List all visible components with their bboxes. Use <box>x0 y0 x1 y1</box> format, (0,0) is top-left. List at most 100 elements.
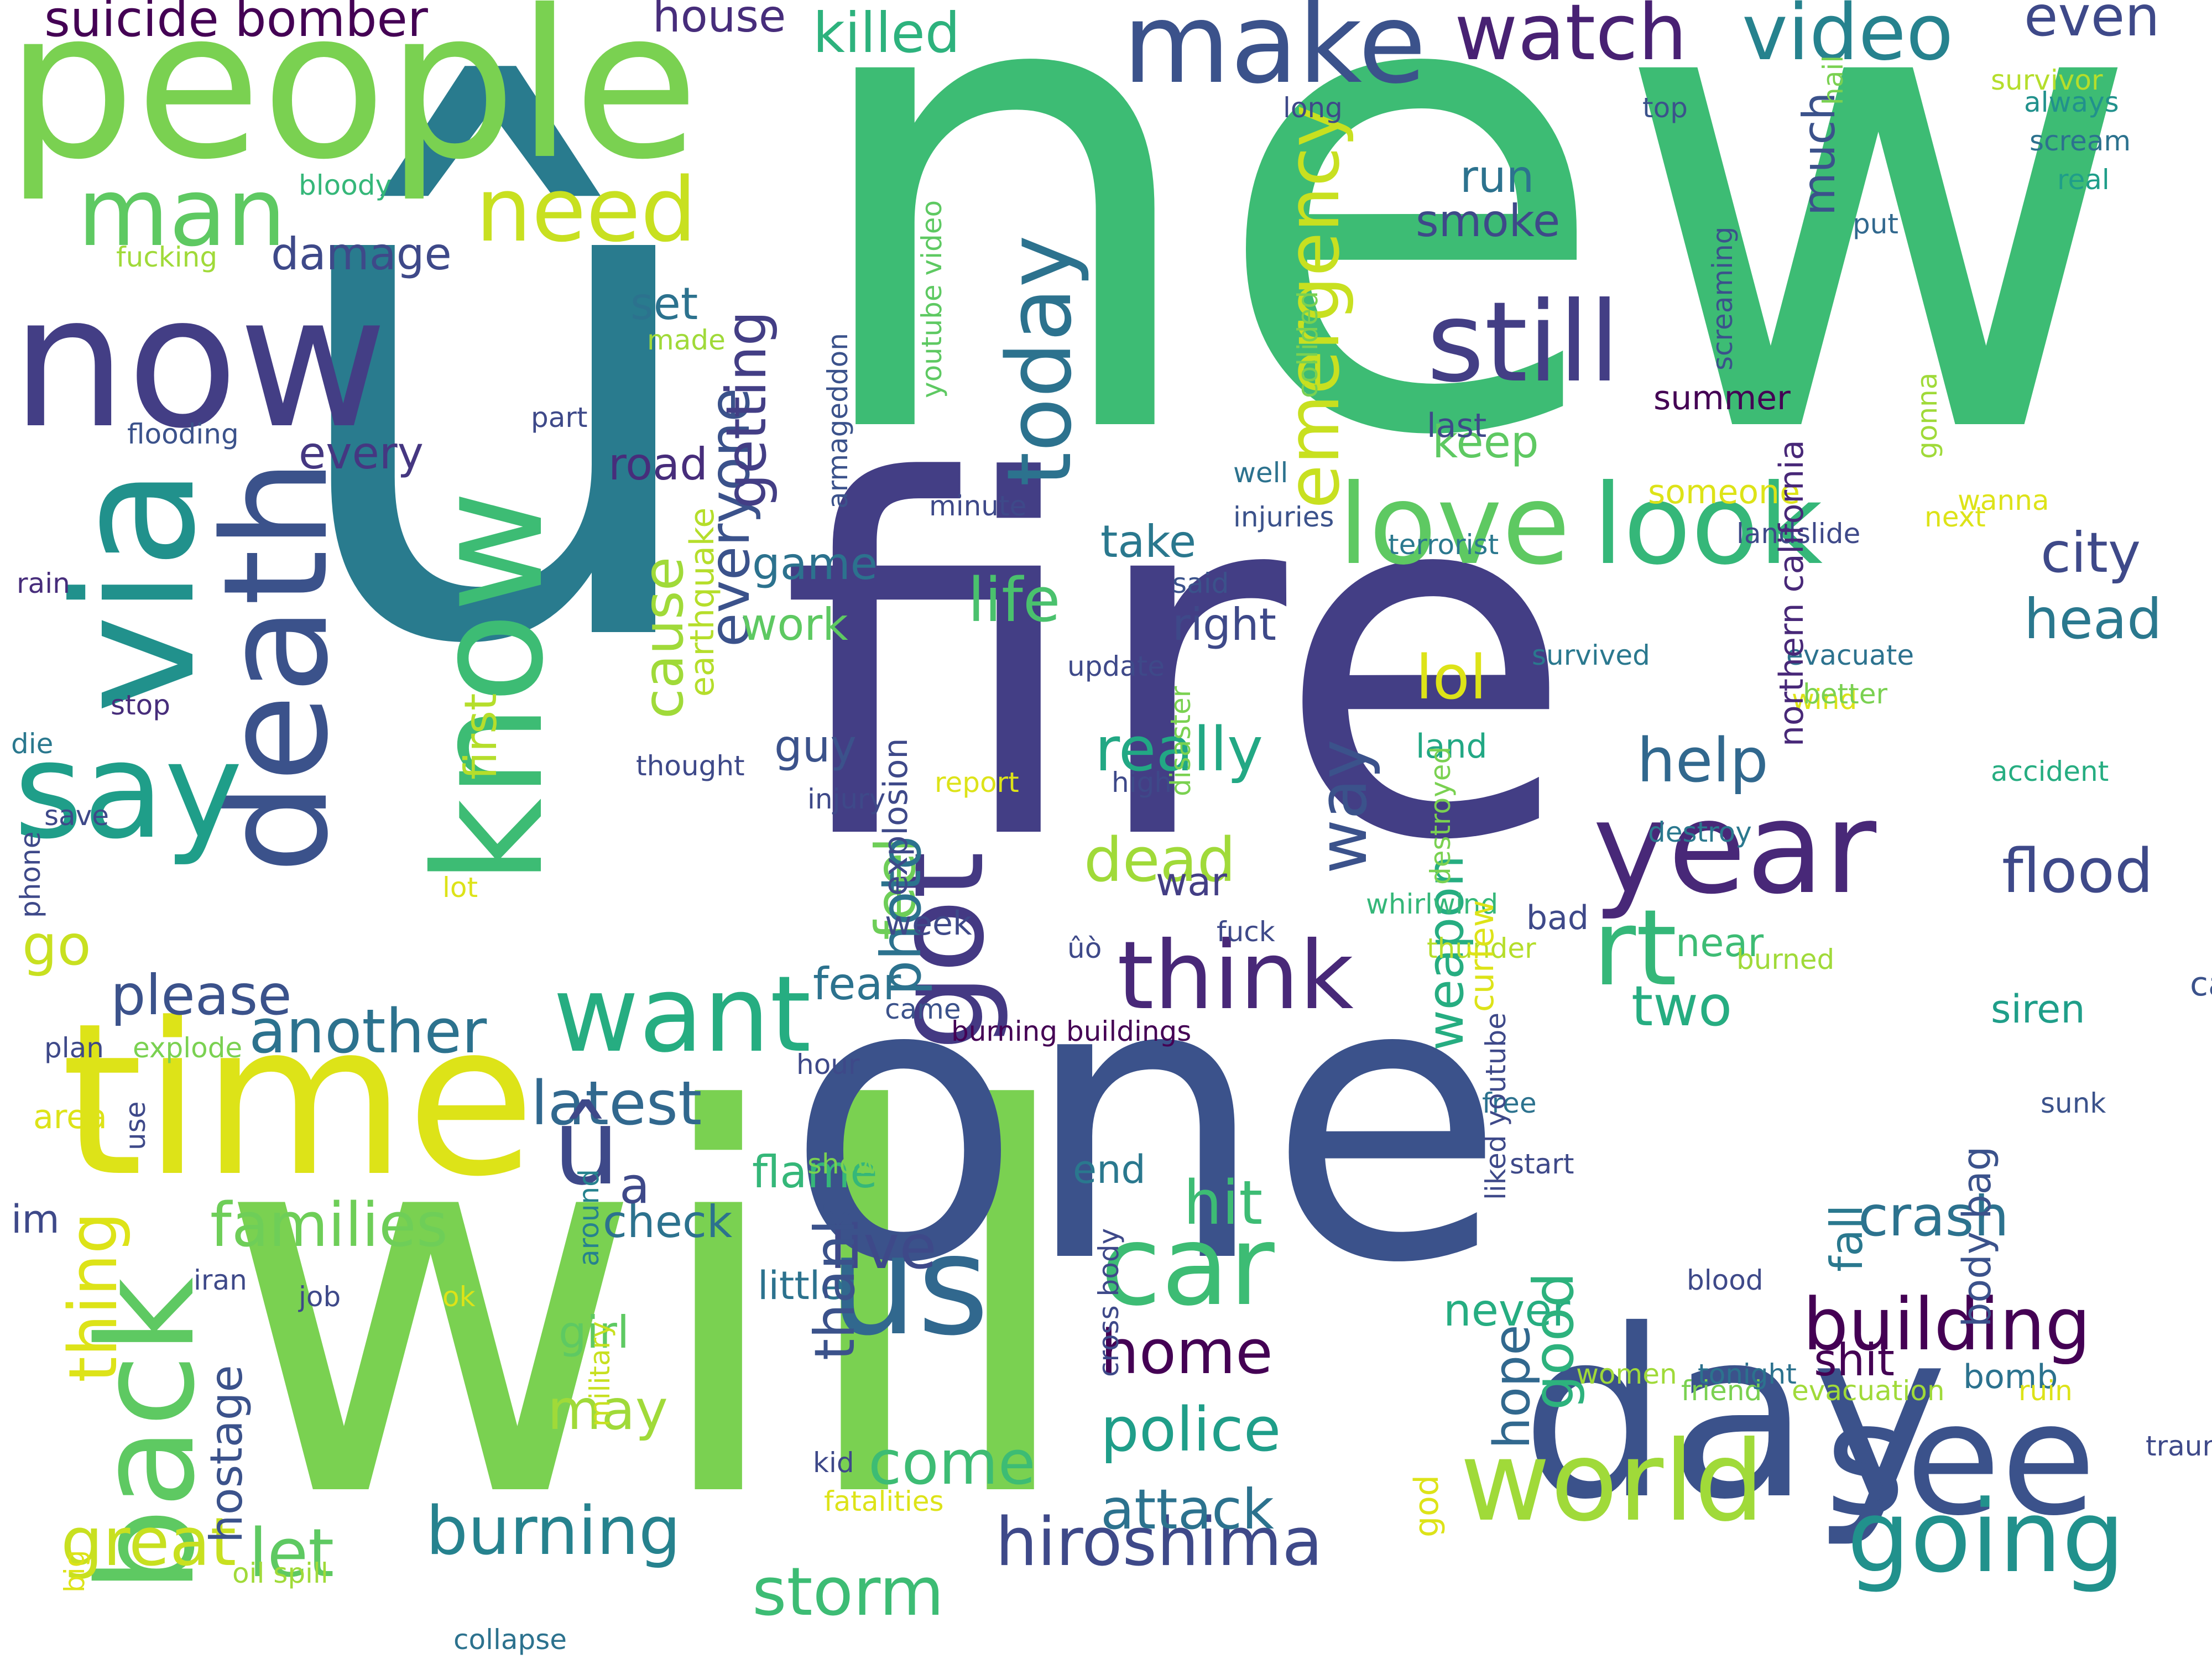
word-war: war <box>1156 859 1227 905</box>
word-city: city <box>2041 520 2141 585</box>
word-run: run <box>1460 151 1535 202</box>
word-work: work <box>741 599 848 650</box>
word-see: see <box>1825 1370 2096 1550</box>
word-landslide: landslide <box>1736 518 1861 550</box>
word-burning-buildings: burning buildings <box>951 1015 1192 1047</box>
word-near: near <box>1676 920 1764 966</box>
word-area: area <box>33 1098 107 1136</box>
word-big: big <box>59 1550 91 1593</box>
word-us: us <box>830 1205 989 1366</box>
word-great: great <box>61 1504 237 1581</box>
word-northern-california: northern california <box>1772 440 1811 747</box>
word-let: let <box>249 1515 335 1592</box>
word-armageddon: armageddon <box>822 333 854 509</box>
word-land: land <box>1416 727 1488 766</box>
word-right: right <box>1172 599 1276 650</box>
word-getting: getting <box>714 310 779 509</box>
word-attack: attack <box>1100 1477 1274 1542</box>
word-part: part <box>531 401 588 434</box>
word-women: women <box>1576 1358 1677 1390</box>
word-bloody: bloody <box>299 169 392 201</box>
word-curfew: curfew <box>1463 900 1501 1012</box>
word-crash: crash <box>1858 1184 2009 1249</box>
word-bomb: bomb <box>1963 1358 2058 1396</box>
word-dead: dead <box>1084 825 1236 895</box>
word-police: police <box>1100 1394 1281 1465</box>
word-think: think <box>1117 921 1354 1031</box>
word-hiroshima: hiroshima <box>995 1504 1323 1581</box>
word-much: much <box>1793 92 1845 216</box>
word-families: families <box>210 1190 448 1260</box>
word-fire: fire <box>780 380 1575 947</box>
word-plan: plan <box>44 1032 104 1064</box>
word-way: way <box>1305 739 1382 874</box>
word-say: say <box>14 713 243 868</box>
word-tonight: tonight <box>1698 1358 1797 1390</box>
word--: û <box>553 1086 620 1208</box>
word-bad: bad <box>1526 899 1589 937</box>
word-first: first <box>455 693 507 780</box>
word--: ûò <box>1067 932 1102 964</box>
word-job: job <box>299 1281 341 1313</box>
word-collapse: collapse <box>453 1624 567 1656</box>
word-year: year <box>1593 775 1877 922</box>
word-make: make <box>1123 0 1427 108</box>
word-well: well <box>1233 457 1288 489</box>
word-today: today <box>988 235 1091 487</box>
word-start: start <box>1510 1148 1574 1180</box>
word-flame: flame <box>752 1146 878 1198</box>
word-road: road <box>608 439 708 490</box>
word-top: top <box>1642 92 1688 124</box>
word-save: save <box>44 800 109 832</box>
word-thank: thank <box>802 1202 867 1360</box>
word-show: show <box>807 1148 879 1180</box>
word-fatalities: fatalities <box>824 1485 944 1517</box>
word-free: free <box>1482 1087 1537 1119</box>
word-watch: watch <box>1454 0 1687 78</box>
word-take: take <box>1100 516 1197 567</box>
word-thing: thing <box>55 1212 132 1383</box>
word-thunder: thunder <box>1427 932 1536 964</box>
word-evacuation: evacuation <box>1792 1375 1945 1407</box>
word-suicide-bomber: suicide bomber <box>44 0 428 48</box>
word-really: really <box>1095 714 1264 785</box>
word-evacuate: evacuate <box>1786 639 1914 671</box>
word-house: house <box>653 0 786 42</box>
word-burned: burned <box>1736 943 1835 975</box>
word-building: building <box>1803 1282 2091 1366</box>
word-world: world <box>1460 1417 1765 1546</box>
word-go: go <box>22 913 91 978</box>
word-end: end <box>1073 1147 1146 1192</box>
word-man: man <box>77 158 286 268</box>
word-trauma: trauma <box>2146 1430 2212 1462</box>
word-terrorist: terrorist <box>1388 529 1499 561</box>
word-survivor: survivor <box>1991 64 2103 96</box>
word-come: come <box>868 1427 1036 1498</box>
word-love: love <box>1338 461 1571 589</box>
word-made: made <box>647 324 726 356</box>
word-whirlwind: whirlwind <box>1366 888 1499 920</box>
word-life: life <box>968 565 1061 635</box>
word-fuck: fuck <box>1217 916 1275 948</box>
word-want: want <box>553 953 811 1076</box>
word-explosion: explosion <box>877 738 915 896</box>
word-lol: lol <box>1416 642 1487 713</box>
word-ok: ok <box>442 1281 476 1313</box>
word-said: said <box>1172 567 1229 599</box>
word-need: need <box>476 158 697 262</box>
word-keep: keep <box>1432 416 1539 468</box>
word-new: new <box>796 0 2145 578</box>
word-a: a <box>619 1157 650 1215</box>
word-another: another <box>249 996 487 1067</box>
word-military: military <box>584 1321 616 1427</box>
word-killed: killed <box>813 1 961 65</box>
word-wind: wind <box>1792 684 1858 716</box>
word-high: high <box>1112 766 1172 799</box>
word-fall: fall <box>1821 1204 1872 1272</box>
word--: û <box>271 0 720 799</box>
word-please: please <box>111 963 292 1027</box>
word-collided: collided <box>1292 291 1324 398</box>
word-destroy: destroy <box>1648 816 1752 848</box>
word-phone: phone <box>14 831 46 918</box>
word-hostage: hostage <box>201 1365 252 1543</box>
